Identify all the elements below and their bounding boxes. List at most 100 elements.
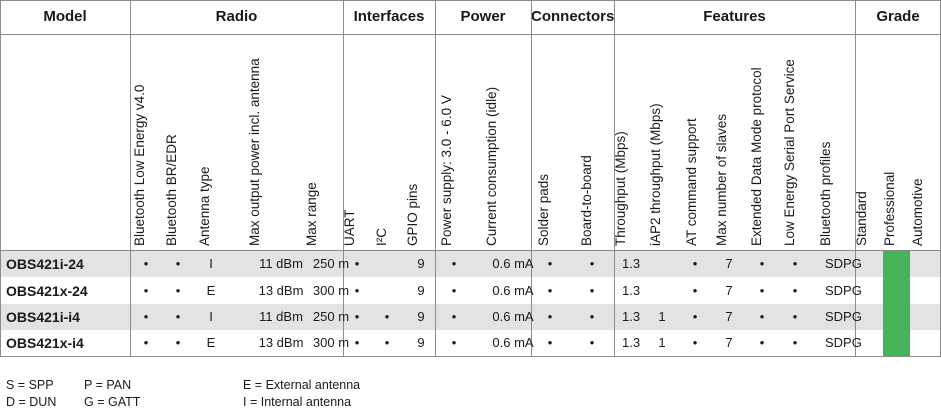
group-header-grade: Grade: [876, 8, 920, 25]
legend-i: I = Internal antenna: [243, 395, 352, 409]
column-header: Antenna type: [197, 166, 212, 246]
table-cell: •: [792, 256, 798, 271]
table-cell: E: [206, 335, 216, 350]
table-cell: •: [143, 309, 149, 324]
table-cell: •: [692, 283, 698, 298]
column-header: Throughput (Mbps): [613, 131, 628, 246]
table-cell: •: [451, 256, 457, 271]
group-header-connectors: Connectors: [531, 8, 615, 25]
group-header-model: Model: [43, 8, 87, 25]
table-cell: 0.6 mA: [492, 335, 534, 350]
column-header: Max output power incl. antenna: [247, 58, 262, 246]
grid-vline: [343, 0, 344, 356]
table-cell: 1.3: [622, 309, 641, 324]
table-cell: •: [547, 309, 553, 324]
model-name: OBS421x-i4: [6, 335, 84, 351]
table-cell: SDPG: [825, 335, 862, 350]
table-cell: 1.3: [622, 256, 641, 271]
table-cell: SDPG: [825, 283, 862, 298]
table-cell: •: [792, 309, 798, 324]
table-cell: 0.6 mA: [492, 256, 534, 271]
table-cell: •: [759, 256, 765, 271]
grid-hline: [0, 356, 941, 357]
table-cell: •: [547, 283, 553, 298]
table-cell: E: [206, 283, 216, 298]
table-cell: 300 m: [312, 335, 350, 350]
table-cell: •: [384, 335, 390, 350]
column-header: Bluetooth profiles: [818, 141, 833, 246]
column-header: iAP2 throughput (Mbps): [648, 103, 663, 246]
grid-hline: [0, 0, 941, 1]
table-cell: I: [209, 256, 213, 271]
grid-vline: [435, 0, 436, 356]
table-cell: •: [451, 283, 457, 298]
table-cell: SDPG: [825, 309, 862, 324]
table-cell: 7: [725, 256, 733, 271]
row-shade: [0, 304, 941, 330]
grid-vline: [130, 0, 131, 356]
column-header: AT command support: [684, 118, 699, 246]
table-cell: •: [175, 256, 181, 271]
table-cell: •: [451, 335, 457, 350]
table-cell: SDPG: [825, 256, 862, 271]
table-cell: 7: [725, 309, 733, 324]
table-cell: •: [143, 335, 149, 350]
table-cell: •: [589, 335, 595, 350]
column-header: Max range: [304, 182, 319, 246]
table-cell: 250 m: [312, 309, 350, 324]
table-cell: •: [354, 335, 360, 350]
column-header: Board-to-board: [579, 155, 594, 246]
table-cell: •: [692, 335, 698, 350]
column-header: Low Energy Serial Port Service: [782, 59, 797, 246]
table-cell: •: [175, 283, 181, 298]
table-cell: •: [143, 256, 149, 271]
group-header-features: Features: [703, 8, 766, 25]
group-header-radio: Radio: [215, 8, 258, 25]
grid-vline: [614, 0, 615, 356]
column-header: Max number of slaves: [714, 113, 729, 246]
grid-hline: [0, 34, 941, 35]
table-cell: •: [547, 335, 553, 350]
table-cell: 11 dBm: [259, 309, 303, 324]
column-header: Power supply: 3.0 - 6.0 V: [439, 95, 454, 246]
table-cell: 1: [658, 309, 666, 324]
column-header: Extended Data Mode protocol: [749, 67, 764, 246]
column-header: Automotive: [910, 178, 925, 246]
table-cell: 1.3: [622, 283, 641, 298]
table-cell: 1: [658, 335, 666, 350]
column-header: I²C: [374, 228, 389, 246]
table-cell: •: [354, 256, 360, 271]
table-cell: 7: [725, 335, 733, 350]
table-cell: 7: [725, 283, 733, 298]
column-header: Solder pads: [536, 173, 551, 246]
column-header: Professional: [882, 171, 897, 246]
table-cell: 0.6 mA: [492, 283, 534, 298]
model-name: OBS421i-i4: [6, 309, 80, 325]
column-header: Bluetooth Low Energy v4.0: [132, 84, 147, 246]
model-name: OBS421x-24: [6, 283, 88, 299]
table-cell: •: [792, 283, 798, 298]
column-header: Standard: [854, 191, 869, 246]
table-cell: 9: [417, 283, 425, 298]
table-cell: 9: [417, 335, 425, 350]
table-cell: •: [692, 256, 698, 271]
legend-s: S = SPP: [6, 378, 54, 392]
table-cell: •: [759, 335, 765, 350]
table-cell: 1.3: [622, 335, 641, 350]
table-cell: •: [175, 309, 181, 324]
group-header-power: Power: [460, 8, 506, 25]
table-cell: 9: [417, 256, 425, 271]
table-cell: 13 dBm: [258, 335, 304, 350]
table-cell: 0.6 mA: [492, 309, 534, 324]
table-cell: 300 m: [312, 283, 350, 298]
legend-e: E = External antenna: [243, 378, 361, 392]
table-cell: •: [547, 256, 553, 271]
column-header: Current consumption (idle): [484, 86, 499, 246]
table-cell: •: [175, 335, 181, 350]
column-header: Bluetooth BR/EDR: [164, 134, 179, 246]
table-cell: •: [384, 309, 390, 324]
table-cell: •: [759, 309, 765, 324]
table-cell: 9: [417, 309, 425, 324]
table-cell: 250 m: [312, 256, 350, 271]
